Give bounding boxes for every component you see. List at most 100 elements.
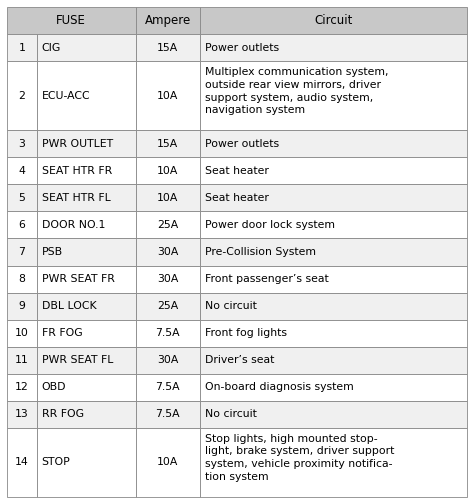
Bar <box>36 61 136 131</box>
Bar <box>136 373 200 401</box>
Text: DOOR NO.1: DOOR NO.1 <box>42 220 105 230</box>
Bar <box>36 34 136 61</box>
Bar <box>36 320 136 347</box>
Bar <box>7 7 136 34</box>
Text: PWR OUTLET: PWR OUTLET <box>42 139 113 149</box>
Bar <box>136 347 200 373</box>
Text: 13: 13 <box>15 409 29 419</box>
Bar <box>136 61 200 131</box>
Text: Front fog lights: Front fog lights <box>205 328 287 338</box>
Text: Power door lock system: Power door lock system <box>205 220 335 230</box>
Text: 5: 5 <box>18 193 25 203</box>
Text: Pre-Collision System: Pre-Collision System <box>205 247 316 257</box>
Text: 11: 11 <box>15 355 29 365</box>
Text: PSB: PSB <box>42 247 63 257</box>
Bar <box>7 292 36 320</box>
Text: 10A: 10A <box>157 166 178 176</box>
Bar <box>136 401 200 427</box>
Text: Multiplex communication system,
outside rear view mirrors, driver
support system: Multiplex communication system, outside … <box>205 67 388 115</box>
Text: Circuit: Circuit <box>314 14 353 27</box>
Text: 15A: 15A <box>157 139 178 149</box>
Bar <box>36 131 136 157</box>
Bar <box>36 184 136 212</box>
Text: 2: 2 <box>18 91 25 101</box>
Text: Front passenger’s seat: Front passenger’s seat <box>205 274 328 284</box>
Text: Power outlets: Power outlets <box>205 42 279 52</box>
Text: No circuit: No circuit <box>205 301 257 311</box>
Text: 25A: 25A <box>157 301 178 311</box>
Text: DBL LOCK: DBL LOCK <box>42 301 96 311</box>
Text: 10A: 10A <box>157 193 178 203</box>
Text: 7.5A: 7.5A <box>155 328 180 338</box>
Bar <box>136 292 200 320</box>
Bar <box>7 184 36 212</box>
Bar <box>200 373 467 401</box>
Bar <box>7 347 36 373</box>
Bar <box>200 427 467 497</box>
Bar <box>36 373 136 401</box>
Bar <box>136 212 200 238</box>
Bar <box>136 238 200 266</box>
Bar <box>136 7 200 34</box>
Bar <box>36 266 136 292</box>
Text: On-board diagnosis system: On-board diagnosis system <box>205 382 354 392</box>
Bar <box>7 157 36 184</box>
Bar <box>200 34 467 61</box>
Bar <box>7 212 36 238</box>
Text: 8: 8 <box>18 274 25 284</box>
Bar <box>36 157 136 184</box>
Text: SEAT HTR FR: SEAT HTR FR <box>42 166 112 176</box>
Bar <box>36 347 136 373</box>
Bar <box>136 131 200 157</box>
Bar <box>136 266 200 292</box>
Text: 12: 12 <box>15 382 29 392</box>
Text: 30A: 30A <box>157 355 178 365</box>
Text: PWR SEAT FL: PWR SEAT FL <box>42 355 113 365</box>
Bar <box>7 401 36 427</box>
Text: 14: 14 <box>15 457 29 467</box>
Bar <box>200 61 467 131</box>
Text: STOP: STOP <box>42 457 71 467</box>
Bar <box>200 266 467 292</box>
Bar <box>200 238 467 266</box>
Bar <box>200 320 467 347</box>
Text: 10: 10 <box>15 328 29 338</box>
Text: 1: 1 <box>18 42 25 52</box>
Bar <box>36 238 136 266</box>
Bar <box>200 212 467 238</box>
Bar <box>200 157 467 184</box>
Bar <box>7 238 36 266</box>
Bar <box>200 401 467 427</box>
Bar <box>7 61 36 131</box>
Text: 25A: 25A <box>157 220 178 230</box>
Bar <box>36 427 136 497</box>
Text: SEAT HTR FL: SEAT HTR FL <box>42 193 110 203</box>
Text: 7.5A: 7.5A <box>155 409 180 419</box>
Text: 7.5A: 7.5A <box>155 382 180 392</box>
Bar <box>200 347 467 373</box>
Bar <box>7 320 36 347</box>
Text: Seat heater: Seat heater <box>205 166 269 176</box>
Text: 10A: 10A <box>157 457 178 467</box>
Text: 30A: 30A <box>157 247 178 257</box>
Bar <box>7 266 36 292</box>
Text: FR FOG: FR FOG <box>42 328 82 338</box>
Text: Power outlets: Power outlets <box>205 139 279 149</box>
Text: 3: 3 <box>18 139 25 149</box>
Bar <box>7 34 36 61</box>
Bar <box>36 292 136 320</box>
Text: Seat heater: Seat heater <box>205 193 269 203</box>
Text: 15A: 15A <box>157 42 178 52</box>
Bar <box>136 427 200 497</box>
Text: 10A: 10A <box>157 91 178 101</box>
Text: RR FOG: RR FOG <box>42 409 84 419</box>
Text: CIG: CIG <box>42 42 61 52</box>
Text: OBD: OBD <box>42 382 66 392</box>
Bar <box>200 292 467 320</box>
Bar <box>200 131 467 157</box>
Bar <box>7 373 36 401</box>
Bar <box>36 401 136 427</box>
Bar <box>36 212 136 238</box>
Bar <box>136 157 200 184</box>
Bar <box>7 427 36 497</box>
